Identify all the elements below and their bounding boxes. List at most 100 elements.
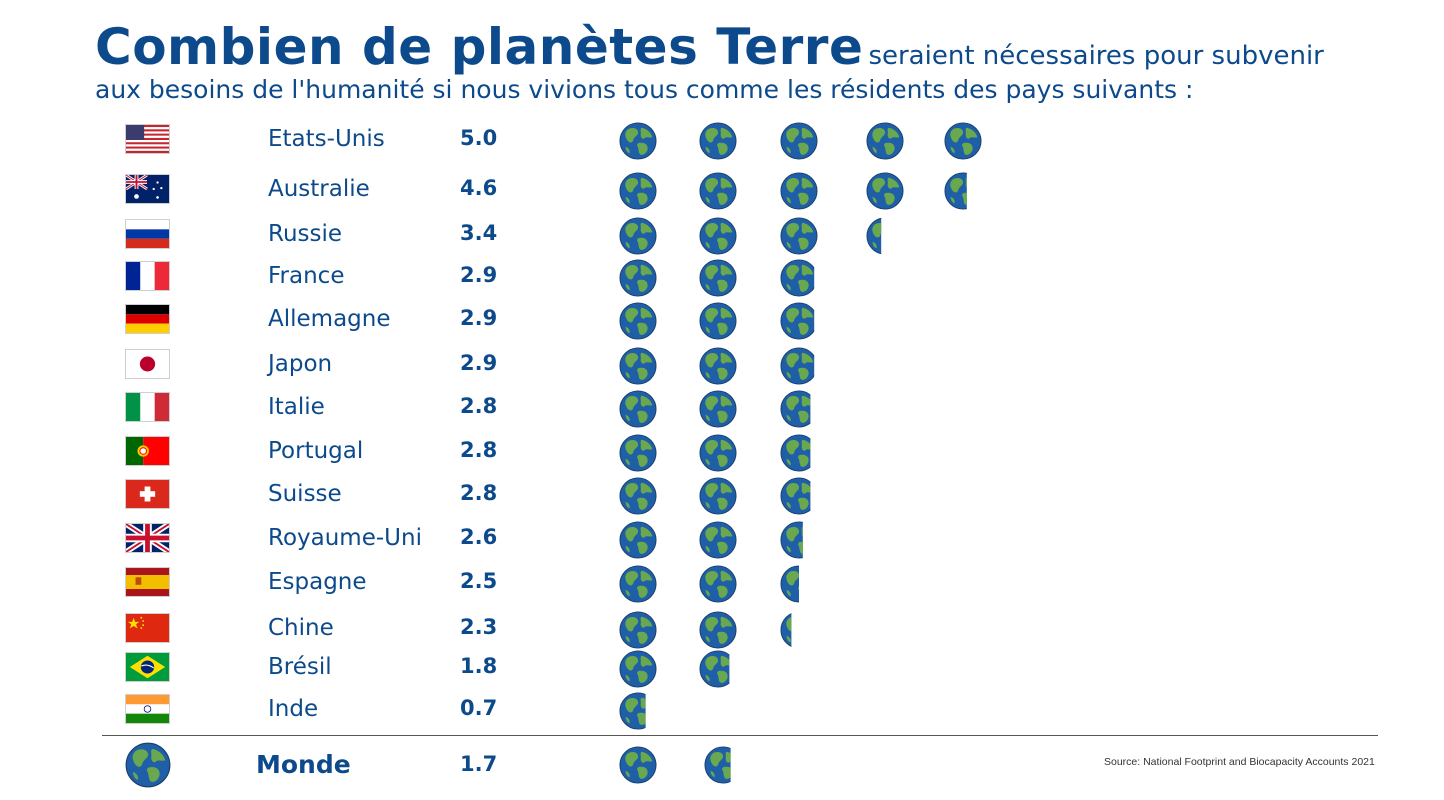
uk-flag (125, 523, 170, 553)
country-row: Japon 2.9 (0, 345, 1444, 389)
earth-globe-icon (780, 521, 803, 559)
title-main: Combien de planètes Terre (95, 18, 864, 76)
earth-globe-icon (780, 613, 792, 647)
value-label: 2.3 (460, 615, 498, 639)
germany-flag (125, 304, 170, 334)
earth-globe-icon (780, 477, 811, 515)
value-label: 2.6 (460, 525, 498, 549)
value-label: 2.9 (460, 306, 498, 330)
brazil-flag (125, 652, 170, 682)
earth-globe-icon (780, 122, 818, 160)
earth-globe-icon (699, 259, 737, 297)
country-label: Japon (268, 351, 333, 377)
country-label: France (268, 263, 345, 289)
country-row: Brésil 1.8 (0, 648, 1444, 692)
country-label: Chine (268, 615, 334, 641)
country-row: Allemagne 2.9 (0, 300, 1444, 344)
india-flag (125, 694, 170, 724)
earth-globe-icon (619, 650, 657, 688)
country-row: Royaume-Uni 2.6 (0, 519, 1444, 563)
country-row: Australie 4.6 (0, 170, 1444, 214)
earth-globe-icon (619, 302, 657, 340)
country-label: Portugal (268, 438, 364, 464)
earth-globe-icon (699, 434, 737, 472)
country-label: Russie (268, 221, 343, 247)
world-row: Monde 1.7 (0, 740, 1444, 790)
country-row: Portugal 2.8 (0, 432, 1444, 476)
country-label: Suisse (268, 481, 342, 507)
earth-globe-icon (619, 565, 657, 603)
portugal-flag (125, 436, 170, 466)
subtitle: aux besoins de l'humanité si nous vivion… (95, 75, 1194, 104)
country-row: France 2.9 (0, 257, 1444, 301)
country-row: Suisse 2.8 (0, 475, 1444, 519)
russia-flag (125, 219, 170, 249)
country-row: Espagne 2.5 (0, 563, 1444, 607)
world-globe-icon (125, 742, 171, 788)
earth-globe-icon (704, 746, 731, 784)
earth-globe-icon (944, 172, 967, 210)
country-label: Inde (268, 696, 319, 722)
value-label: 2.8 (460, 394, 498, 418)
earth-globe-icon (944, 122, 982, 160)
italy-flag (125, 392, 170, 422)
earth-globe-icon (699, 172, 737, 210)
country-label: Brésil (268, 654, 332, 680)
earth-globe-icon (780, 259, 815, 297)
earth-globe-icon (619, 692, 646, 730)
earth-globe-icon (780, 172, 818, 210)
earth-globe-icon (780, 217, 818, 255)
value-label: 2.8 (460, 438, 498, 462)
earth-globe-icon (866, 122, 904, 160)
earth-globe-icon (699, 650, 730, 688)
earth-globe-icon (619, 611, 657, 649)
china-flag (125, 613, 170, 643)
earth-globe-icon (780, 302, 815, 340)
japan-flag (125, 349, 170, 379)
earth-globe-icon (619, 217, 657, 255)
earth-globe-icon (699, 390, 737, 428)
country-row: Italie 2.8 (0, 388, 1444, 432)
earth-globe-icon (699, 565, 737, 603)
country-row: Inde 0.7 (0, 690, 1444, 734)
country-row: Etats-Unis 5.0 (0, 120, 1444, 164)
country-label: Italie (268, 394, 325, 420)
australia-flag (125, 174, 170, 204)
title-rest: seraient nécessaires pour subvenir (868, 41, 1324, 71)
earth-globe-icon (619, 746, 657, 784)
france-flag (125, 261, 170, 291)
value-label: 5.0 (460, 126, 498, 150)
spain-flag (125, 567, 170, 597)
value-label: 2.9 (460, 351, 498, 375)
value-label: 2.8 (460, 481, 498, 505)
country-label: Australie (268, 176, 370, 202)
earth-globe-icon (619, 122, 657, 160)
earth-globe-icon (780, 434, 811, 472)
value-label: 4.6 (460, 176, 498, 200)
source-note: Source: National Footprint and Biocapaci… (1104, 756, 1375, 768)
country-row: Russie 3.4 (0, 215, 1444, 259)
country-label: Allemagne (268, 306, 391, 332)
earth-globe-icon (619, 259, 657, 297)
earth-globe-icon (780, 347, 815, 385)
earth-globe-icon (619, 477, 657, 515)
earth-globe-icon (619, 347, 657, 385)
earth-globe-icon (866, 217, 882, 255)
country-label: Royaume-Uni (268, 525, 422, 551)
world-label: Monde (256, 750, 351, 779)
earth-globe-icon (866, 172, 904, 210)
earth-globe-icon (780, 390, 811, 428)
earth-globe-icon (699, 477, 737, 515)
earth-globe-icon (699, 122, 737, 160)
earth-globe-icon (619, 434, 657, 472)
switzerland-flag (125, 479, 170, 509)
earth-globe-icon (699, 302, 737, 340)
title-line: Combien de planètes Terre seraient néces… (95, 16, 1425, 78)
value-label: 0.7 (460, 696, 498, 720)
value-label: 2.5 (460, 569, 498, 593)
earth-globe-icon (699, 347, 737, 385)
world-value: 1.7 (460, 752, 498, 776)
us-flag (125, 124, 170, 154)
earth-globe-icon (699, 611, 737, 649)
value-label: 1.8 (460, 654, 498, 678)
